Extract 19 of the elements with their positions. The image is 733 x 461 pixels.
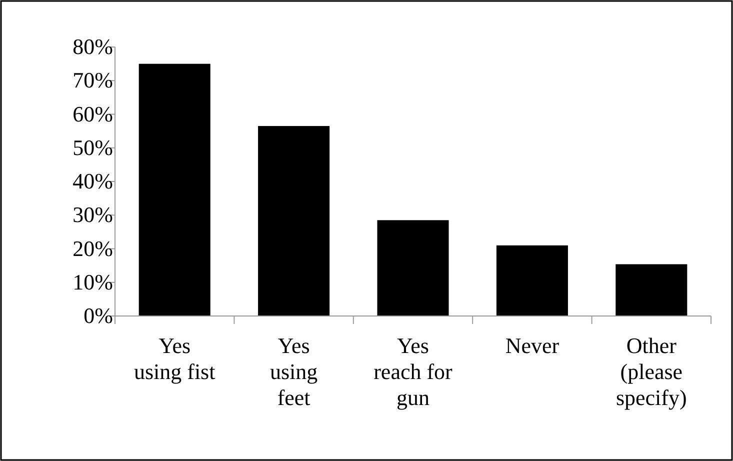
- y-tick-label: 10%: [72, 269, 113, 294]
- x-tick-label: Never: [505, 333, 560, 358]
- y-tick-label: 30%: [72, 202, 113, 228]
- y-tick-label: 40%: [72, 168, 113, 194]
- y-tick-label: 50%: [72, 134, 113, 160]
- y-tick-label: 80%: [72, 34, 113, 60]
- x-tick-label: Yes using feet: [270, 333, 318, 410]
- bar: [496, 245, 568, 316]
- bar: [377, 220, 449, 316]
- bar: [258, 126, 330, 316]
- bar: [616, 264, 688, 316]
- y-tick-label: 0%: [84, 303, 113, 328]
- y-tick-label: 70%: [72, 68, 113, 93]
- x-tick-label: Other (please specify): [616, 333, 687, 410]
- y-tick-label: 60%: [72, 101, 113, 126]
- bar: [138, 64, 210, 316]
- x-tick-label: Yes reach for gun: [374, 333, 454, 410]
- y-tick-label: 20%: [72, 236, 113, 261]
- x-tick-label: Yes using fist: [134, 333, 216, 384]
